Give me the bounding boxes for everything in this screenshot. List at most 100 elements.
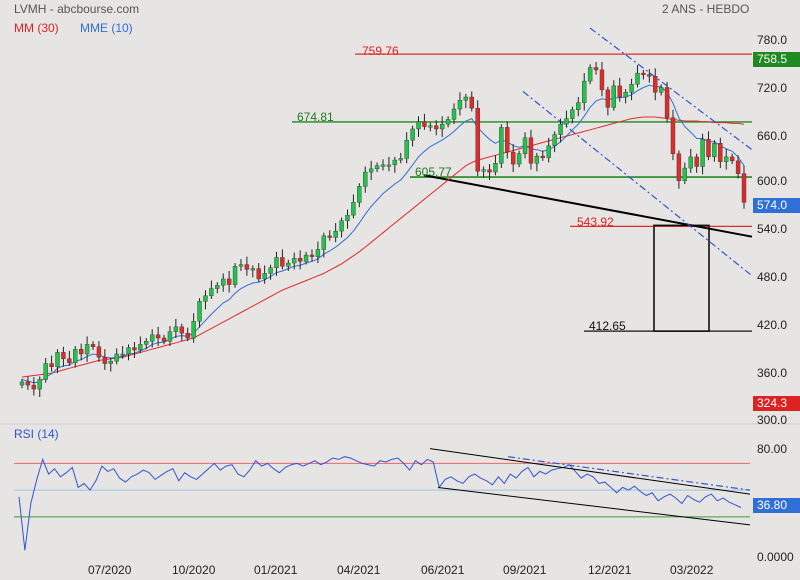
candle-body [445, 119, 451, 125]
level-label-759: 759.76 [362, 44, 399, 58]
candle-body [534, 155, 540, 164]
candle-body [315, 249, 321, 257]
candle-body [78, 348, 84, 355]
candle-body [179, 326, 184, 334]
candle-body [191, 321, 196, 339]
candle-body [138, 344, 143, 351]
candle-body [37, 379, 42, 390]
candle-body [49, 363, 54, 367]
candle-body [469, 96, 474, 109]
candle-body [250, 268, 256, 271]
candle-body [570, 109, 575, 119]
candle-body [102, 356, 108, 364]
chart-title: LVMH - abcbourse.com [14, 2, 140, 16]
legend-ma30: MM (30) [14, 21, 59, 35]
candle-body [670, 117, 676, 154]
candle-body [90, 344, 96, 347]
price-tick-660: 660.0 [757, 129, 788, 143]
candle-body [481, 169, 486, 172]
candle-body [333, 230, 338, 238]
candle-body [232, 266, 238, 285]
candle-body [587, 67, 593, 82]
price-tick-300: 300.0 [757, 413, 788, 427]
candle-body [43, 363, 48, 380]
candle-body [274, 257, 279, 269]
candle-body [25, 381, 31, 386]
legend-ema10: MME (10) [80, 21, 133, 35]
candle-body [712, 143, 717, 158]
candle-body [635, 72, 640, 85]
candle-body [558, 123, 563, 135]
candle-body [434, 125, 439, 130]
candle-body [268, 267, 273, 274]
candle-body [729, 156, 735, 162]
candle-body [552, 134, 557, 146]
candle-body [404, 139, 409, 159]
candle-body [528, 137, 534, 164]
target-box [653, 224, 710, 332]
level-label-412: 412.65 [589, 319, 626, 333]
candle-body [658, 87, 664, 93]
candle-body [647, 74, 652, 77]
candle-body [209, 288, 214, 296]
candle-body [505, 127, 510, 153]
candle-body [114, 353, 119, 362]
candle-body [149, 334, 155, 342]
candle-body [303, 254, 309, 262]
candle-body [493, 163, 498, 173]
candle-body [262, 273, 267, 280]
candle-body [564, 118, 569, 125]
rsi-dashed-trend [507, 456, 751, 491]
candle-body [392, 159, 398, 166]
level-label-543: 543.92 [577, 215, 614, 229]
candle-body [724, 156, 729, 162]
candle-body [197, 301, 202, 322]
candle-body [664, 87, 670, 118]
channel-upper-line [589, 27, 753, 151]
candle-body [380, 164, 386, 167]
candle-body [499, 127, 504, 164]
candle-body [540, 155, 545, 158]
candle-body [256, 268, 261, 280]
candle-body [510, 151, 516, 165]
price-tick-720: 720.0 [757, 81, 788, 95]
candle-body [576, 102, 581, 111]
x-tick-3: 04/2021 [337, 563, 381, 577]
price-tick-780: 780.0 [757, 33, 788, 47]
chart-period: 2 ANS - HEBDO [662, 2, 750, 16]
x-tick-6: 12/2021 [588, 563, 632, 577]
candle-body [327, 235, 332, 238]
candle-body [161, 337, 167, 342]
x-tick-0: 07/2020 [88, 563, 132, 577]
candle-body [244, 264, 250, 270]
candle-body [357, 186, 362, 203]
candle-body [297, 258, 303, 262]
candle-body [416, 121, 421, 130]
last-price-tag: 574.0 [753, 198, 800, 213]
rsi-line [18, 456, 742, 551]
legend-rsi: RSI (14) [14, 427, 59, 441]
candle-body [292, 258, 297, 264]
candle-body [73, 348, 78, 363]
candle-body [516, 153, 522, 165]
candle-body [286, 262, 291, 267]
candle-body [676, 153, 682, 182]
candle-body [126, 347, 131, 355]
candle-body [144, 341, 149, 345]
candle-body [694, 156, 699, 167]
ma30-line [21, 116, 745, 378]
candle-body [386, 164, 392, 167]
rsi-channel-lower [437, 486, 751, 526]
candle-body [67, 358, 72, 363]
candle-body [522, 137, 528, 154]
candle-body [629, 84, 634, 93]
candle-body [96, 346, 102, 358]
rsi-tick-0: 0.0000 [757, 550, 794, 564]
candle-body [718, 143, 723, 162]
candle-body [368, 168, 374, 173]
candle-body [167, 331, 173, 342]
candle-body [203, 295, 208, 302]
candle-body [108, 360, 113, 364]
candle-body [321, 235, 327, 250]
